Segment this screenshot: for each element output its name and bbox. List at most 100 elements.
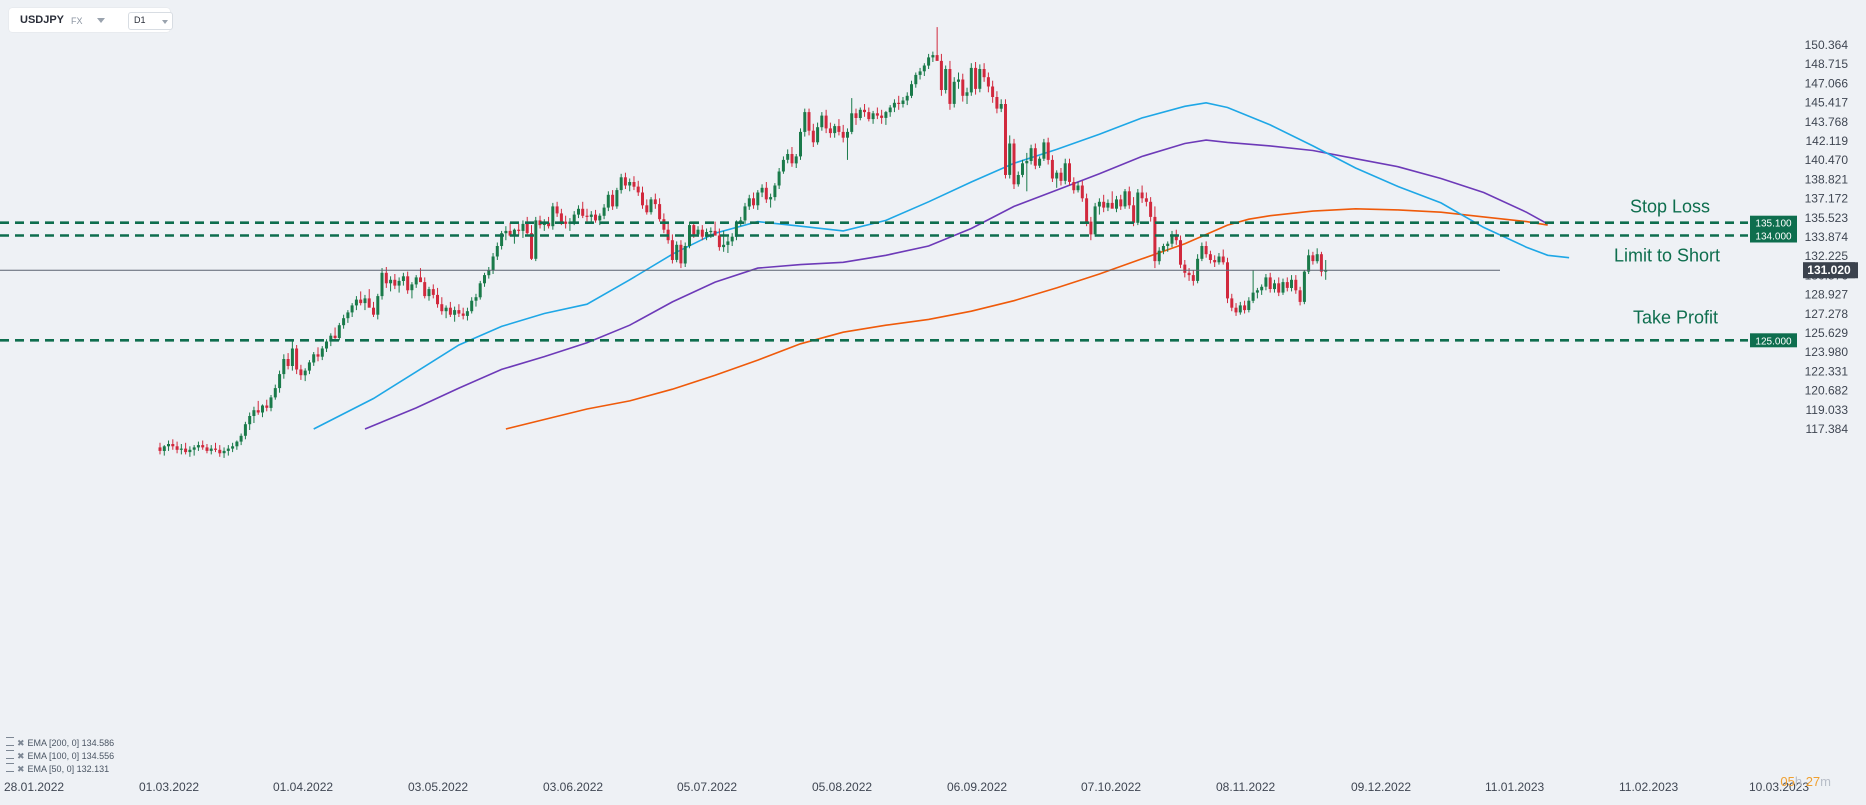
candle-body xyxy=(957,79,960,82)
candle-body xyxy=(1144,198,1148,202)
y-tick-label: 125.629 xyxy=(1805,326,1849,340)
candle-body xyxy=(910,84,913,96)
remove-icon[interactable]: ✖ xyxy=(17,738,25,748)
candle-body xyxy=(359,299,363,304)
candle-body xyxy=(1106,202,1110,208)
candle-layer xyxy=(158,27,1328,458)
candle xyxy=(278,370,282,393)
timeframe-select[interactable]: D1 xyxy=(128,12,173,30)
candle xyxy=(551,202,555,230)
candle xyxy=(295,345,299,375)
candle-body xyxy=(645,205,649,213)
candle xyxy=(636,180,640,196)
symbol-toolbar[interactable]: USDJPY FX D1 xyxy=(9,8,173,32)
candle xyxy=(175,441,179,454)
candle-body xyxy=(534,220,538,259)
candle xyxy=(986,72,990,93)
indicator-row[interactable]: ✖ EMA [200, 0] 134.586 xyxy=(6,737,114,750)
candle-body xyxy=(794,156,798,164)
candle xyxy=(1119,194,1123,210)
candle xyxy=(645,199,649,215)
candle xyxy=(346,310,350,323)
timer-h-unit: h xyxy=(1794,774,1803,789)
candle xyxy=(683,242,687,267)
candle xyxy=(423,277,427,299)
settings-icon[interactable] xyxy=(6,763,14,772)
candle-body xyxy=(231,446,235,449)
candle xyxy=(1161,243,1165,255)
candle xyxy=(1157,247,1161,265)
x-tick-label: 05.07.2022 xyxy=(677,780,737,794)
y-tick-label: 148.715 xyxy=(1805,57,1849,71)
candle xyxy=(1183,260,1187,278)
indicator-row[interactable]: ✖ EMA [50, 0] 132.131 xyxy=(6,763,114,776)
candle-body xyxy=(1294,279,1298,291)
candle xyxy=(359,291,363,306)
candle-body xyxy=(269,397,273,408)
candle xyxy=(222,447,226,458)
remove-icon[interactable]: ✖ xyxy=(17,751,25,761)
candle-body xyxy=(1157,250,1161,262)
chevron-down-icon[interactable] xyxy=(97,18,105,23)
candle-body xyxy=(969,67,973,93)
candle-body xyxy=(201,445,205,448)
candle xyxy=(184,442,188,455)
candle xyxy=(568,218,572,231)
candle-body xyxy=(478,283,482,298)
candle xyxy=(969,63,973,96)
candle-body xyxy=(649,199,653,213)
candle-body xyxy=(978,69,982,89)
candle-body xyxy=(1042,142,1046,159)
indicator-row[interactable]: ✖ EMA [100, 0] 134.556 xyxy=(6,750,114,763)
candle xyxy=(243,421,247,440)
candle xyxy=(1025,152,1029,192)
candle xyxy=(628,178,632,192)
candle xyxy=(1063,158,1067,185)
level-tag-text: 134.000 xyxy=(1755,232,1792,243)
candle-body xyxy=(273,388,277,398)
candle xyxy=(478,280,482,300)
candle xyxy=(875,107,879,120)
candle-body xyxy=(436,294,439,305)
candle-body xyxy=(841,131,845,138)
candle-body xyxy=(410,284,414,291)
candle-body xyxy=(623,177,627,186)
candle xyxy=(282,354,286,379)
candle xyxy=(231,442,235,453)
remove-icon[interactable]: ✖ xyxy=(17,764,25,774)
candle xyxy=(965,87,969,104)
candle xyxy=(1247,297,1251,313)
candle-body xyxy=(905,95,909,101)
candle-body xyxy=(299,369,303,376)
settings-icon[interactable] xyxy=(6,737,14,746)
candle-body xyxy=(1217,256,1221,263)
candle-body xyxy=(1153,216,1157,262)
level-tag xyxy=(1750,228,1797,243)
candle-body xyxy=(517,229,521,231)
candle xyxy=(846,128,849,160)
candle-body xyxy=(209,448,213,451)
candle-body xyxy=(1255,290,1259,293)
candle xyxy=(752,192,755,209)
candle xyxy=(717,228,721,251)
candle-body xyxy=(1072,182,1076,191)
candle xyxy=(1290,275,1293,292)
candle xyxy=(730,233,734,246)
candle-body xyxy=(1012,143,1016,185)
candle-body xyxy=(948,69,952,104)
candle xyxy=(1008,135,1012,179)
candle-body xyxy=(1204,246,1208,255)
candle-body xyxy=(261,405,264,413)
candle xyxy=(816,122,820,145)
candle-body xyxy=(1226,262,1229,299)
candle xyxy=(431,284,435,299)
symbol-label[interactable]: USDJPY xyxy=(20,14,65,26)
candle-body xyxy=(939,60,943,90)
candle xyxy=(901,97,905,108)
candle xyxy=(342,314,346,329)
candle-body xyxy=(777,171,781,186)
settings-icon[interactable] xyxy=(6,750,14,759)
candle-body xyxy=(888,107,892,113)
y-tick-label: 128.927 xyxy=(1805,288,1849,302)
